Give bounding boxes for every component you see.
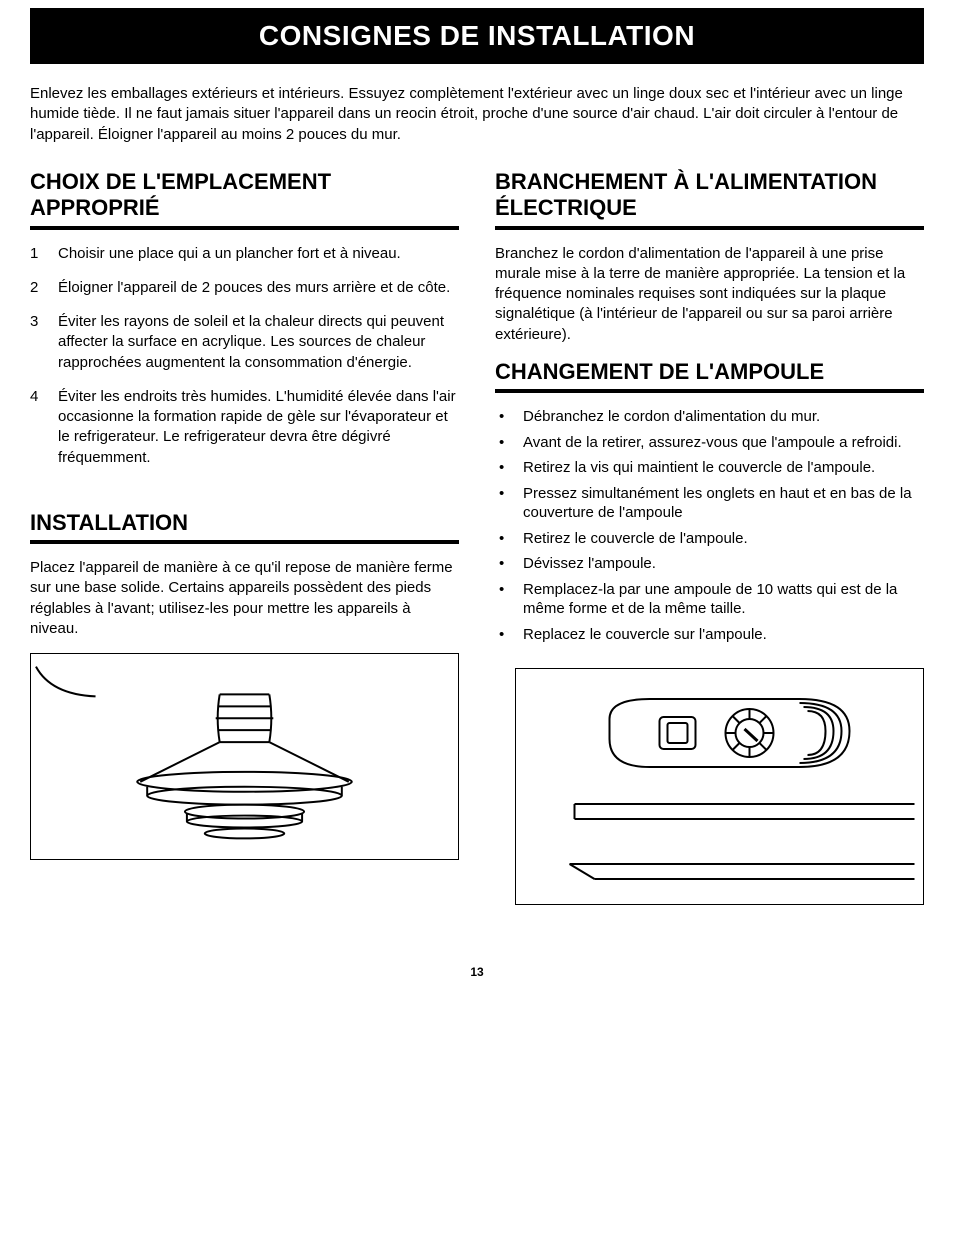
page-number: 13 xyxy=(30,965,924,979)
item-number: 1 xyxy=(30,244,58,264)
heading-changement-ampoule: CHANGEMENT DE L'AMPOULE xyxy=(495,359,924,385)
list-item: 4Éviter les endroits très humides. L'hum… xyxy=(30,387,459,468)
bullet-icon: • xyxy=(495,433,523,453)
right-column: BRANCHEMENT À L'ALIMENTATION ÉLECTRIQUE … xyxy=(495,169,924,905)
ampoule-list: •Débranchez le cordon d'alimentation du … xyxy=(495,407,924,644)
item-text: Choisir une place qui a un plancher fort… xyxy=(58,244,401,264)
heading-installation: INSTALLATION xyxy=(30,510,459,536)
item-text: Pressez simultanément les onglets en hau… xyxy=(523,484,924,523)
page-title-banner: CONSIGNES DE INSTALLATION xyxy=(30,8,924,64)
item-number: 2 xyxy=(30,278,58,298)
heading-rule xyxy=(495,226,924,230)
left-column: CHOIX DE L'EMPLACEMENT APPROPRIÉ 1Choisi… xyxy=(30,169,459,905)
branchement-paragraph: Branchez le cordon d'alimentation de l'a… xyxy=(495,244,924,345)
list-item: 3Éviter les rayons de soleil et la chale… xyxy=(30,312,459,373)
list-item: 2Éloigner l'appareil de 2 pouces des mur… xyxy=(30,278,459,298)
list-item: •Débranchez le cordon d'alimentation du … xyxy=(495,407,924,427)
bulb-cover-svg xyxy=(516,669,923,899)
list-item: •Replacez le couvercle sur l'ampoule. xyxy=(495,625,924,645)
item-text: Retirez le couvercle de l'ampoule. xyxy=(523,529,748,549)
item-number: 4 xyxy=(30,387,58,468)
bullet-icon: • xyxy=(495,407,523,427)
item-text: Dévissez l'ampoule. xyxy=(523,554,656,574)
list-item: •Remplacez-la par une ampoule de 10 watt… xyxy=(495,580,924,619)
bullet-icon: • xyxy=(495,625,523,645)
two-column-layout: CHOIX DE L'EMPLACEMENT APPROPRIÉ 1Choisi… xyxy=(30,169,924,905)
leveling-foot-svg xyxy=(31,654,458,854)
list-item: •Retirez le couvercle de l'ampoule. xyxy=(495,529,924,549)
list-item: •Dévissez l'ampoule. xyxy=(495,554,924,574)
list-item: 1Choisir une place qui a un plancher for… xyxy=(30,244,459,264)
intro-paragraph: Enlevez les emballages extérieurs et int… xyxy=(30,84,924,145)
item-text: Remplacez-la par une ampoule de 10 watts… xyxy=(523,580,924,619)
list-item: •Retirez la vis qui maintient le couverc… xyxy=(495,458,924,478)
heading-choix-emplacement: CHOIX DE L'EMPLACEMENT APPROPRIÉ xyxy=(30,169,459,222)
heading-rule xyxy=(30,540,459,544)
bulb-cover-diagram xyxy=(515,668,924,905)
item-text: Avant de la retirer, assurez-vous que l'… xyxy=(523,433,902,453)
item-text: Éviter les rayons de soleil et la chaleu… xyxy=(58,312,459,373)
heading-rule xyxy=(495,389,924,393)
installation-paragraph: Placez l'appareil de manière à ce qu'il … xyxy=(30,558,459,639)
item-text: Replacez le couvercle sur l'ampoule. xyxy=(523,625,767,645)
item-text: Retirez la vis qui maintient le couvercl… xyxy=(523,458,875,478)
item-text: Éloigner l'appareil de 2 pouces des murs… xyxy=(58,278,450,298)
bullet-icon: • xyxy=(495,554,523,574)
page-title-text: CONSIGNES DE INSTALLATION xyxy=(259,20,695,51)
heading-rule xyxy=(30,226,459,230)
item-text: Éviter les endroits très humides. L'humi… xyxy=(58,387,459,468)
list-item: •Avant de la retirer, assurez-vous que l… xyxy=(495,433,924,453)
leveling-foot-diagram xyxy=(30,653,459,860)
emplacement-list: 1Choisir une place qui a un plancher for… xyxy=(30,244,459,468)
item-text: Débranchez le cordon d'alimentation du m… xyxy=(523,407,820,427)
bullet-icon: • xyxy=(495,529,523,549)
item-number: 3 xyxy=(30,312,58,373)
bullet-icon: • xyxy=(495,580,523,619)
heading-branchement: BRANCHEMENT À L'ALIMENTATION ÉLECTRIQUE xyxy=(495,169,924,222)
bullet-icon: • xyxy=(495,484,523,523)
bullet-icon: • xyxy=(495,458,523,478)
list-item: •Pressez simultanément les onglets en ha… xyxy=(495,484,924,523)
